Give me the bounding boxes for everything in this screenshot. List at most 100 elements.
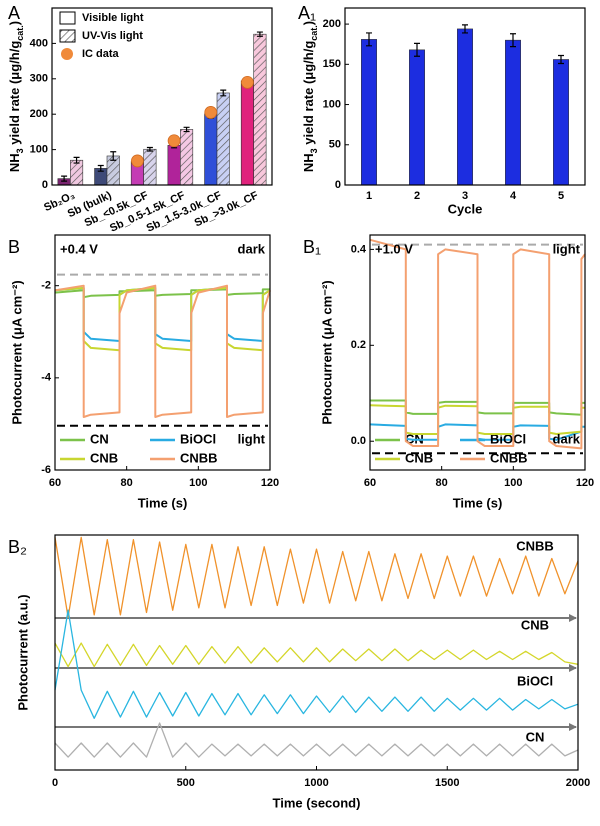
series-line [369, 238, 586, 450]
panel-label: B [8, 237, 20, 257]
error-bar [220, 89, 227, 97]
bar [204, 113, 218, 186]
y-axis-label: Photocurrent (μA cm⁻²) [319, 280, 334, 424]
x-tick-label: 1500 [435, 777, 459, 789]
x-axis-label: Time (s) [138, 495, 188, 510]
series-line [54, 642, 579, 668]
series-line [369, 404, 585, 435]
bar [361, 39, 377, 186]
y-axis-label-part: ) [7, 21, 22, 25]
scatter-point [167, 134, 181, 148]
y-tick-label: 0 [42, 179, 48, 191]
y-tick-label: 0 [335, 179, 341, 191]
x-tick-label: 100 [504, 477, 522, 489]
x-tick-label: 120 [576, 477, 594, 489]
annotation: +0.4 V [60, 241, 98, 256]
y-axis-label: Photocurrent (a.u.) [15, 594, 30, 710]
y-axis-label-part: cat. [15, 25, 25, 41]
legend-label: CN [90, 431, 109, 446]
y-axis-label-part: yield rate (μg/h/g [7, 41, 22, 149]
x-tick-label: 2 [414, 190, 420, 202]
y-axis-label: NH3 yield rate (μg/h/gcat.) [7, 21, 25, 172]
y-tick-label: 100 [323, 98, 341, 110]
bar [240, 80, 254, 186]
y-tick-label: -4 [41, 372, 52, 384]
series-line [54, 288, 270, 299]
error-bar [97, 164, 104, 172]
plot-frame [54, 234, 271, 471]
plot-frame [51, 7, 273, 186]
plot-frame [369, 234, 586, 471]
error-bar [110, 151, 117, 161]
y-tick-label: 200 [30, 108, 48, 120]
annotation: dark [238, 241, 266, 256]
bar [143, 148, 157, 186]
x-axis-label: Cycle [448, 201, 483, 216]
series-line [54, 722, 579, 758]
y-axis-label-part: 3 [309, 148, 319, 153]
y-tick-label: -6 [41, 464, 51, 476]
y-axis-label-part: ) [301, 21, 316, 25]
panel-label: B₁ [303, 237, 321, 257]
x-tick-label: 60 [49, 477, 61, 489]
x-tick-label: 60 [364, 477, 376, 489]
panel-label: A₁ [298, 3, 316, 23]
y-axis-label-part: NH [301, 153, 316, 172]
legend-label: Visible light [82, 12, 144, 24]
legend-label: UV-Vis light [82, 30, 143, 42]
error-bar [366, 32, 372, 47]
legend-marker [61, 48, 73, 60]
series-label: CNBB [516, 538, 554, 553]
legend-marker [59, 11, 76, 25]
bar [253, 33, 267, 186]
x-tick-label: 0 [52, 777, 58, 789]
series-line [54, 284, 271, 418]
bar [70, 159, 84, 186]
legend-label: CNB [405, 450, 433, 465]
bar [505, 39, 521, 186]
x-tick-label: 5 [558, 190, 564, 202]
annotation: light [553, 241, 581, 256]
legend-label: CNB [90, 450, 118, 465]
y-tick-label: 300 [30, 73, 48, 85]
legend-label: CNBB [490, 450, 528, 465]
series-label: BiOCl [517, 673, 553, 688]
panel-label: A [8, 3, 20, 23]
error-bar [414, 42, 420, 57]
annotation: dark [553, 431, 581, 446]
x-tick-label: 500 [177, 777, 195, 789]
x-tick-label: 80 [436, 477, 448, 489]
y-tick-label: 150 [323, 58, 341, 70]
annotation: light [238, 431, 266, 446]
error-bar [146, 146, 153, 152]
series-label: CN [526, 729, 545, 744]
y-tick-label: 200 [323, 18, 341, 30]
y-tick-label: 400 [30, 37, 48, 49]
error-bar [510, 33, 516, 48]
x-axis-label: Time (second) [273, 795, 361, 810]
error-bar [73, 156, 80, 164]
plot-frame [344, 7, 586, 186]
y-axis-label-part: cat. [309, 25, 319, 41]
y-tick-label: 100 [30, 144, 48, 156]
y-axis-label-part: 3 [15, 148, 25, 153]
scatter-point [131, 154, 144, 168]
legend-label: BiOCl [180, 431, 216, 446]
series-line [54, 536, 579, 618]
legend-marker [59, 29, 76, 43]
y-tick-label: 50 [329, 139, 341, 151]
error-bar [256, 31, 263, 37]
y-tick-label: 0.0 [351, 435, 366, 447]
legend-label: BiOCl [490, 431, 526, 446]
scatter-point [241, 75, 254, 89]
error-bar [462, 24, 468, 34]
x-tick-label: 3 [462, 190, 468, 202]
y-tick-label: 0.2 [351, 339, 366, 351]
x-axis-label: Time (s) [453, 495, 503, 510]
series-line [54, 287, 271, 342]
series-line [54, 609, 579, 719]
series-line [54, 287, 271, 352]
x-tick-label: 100 [189, 477, 207, 489]
